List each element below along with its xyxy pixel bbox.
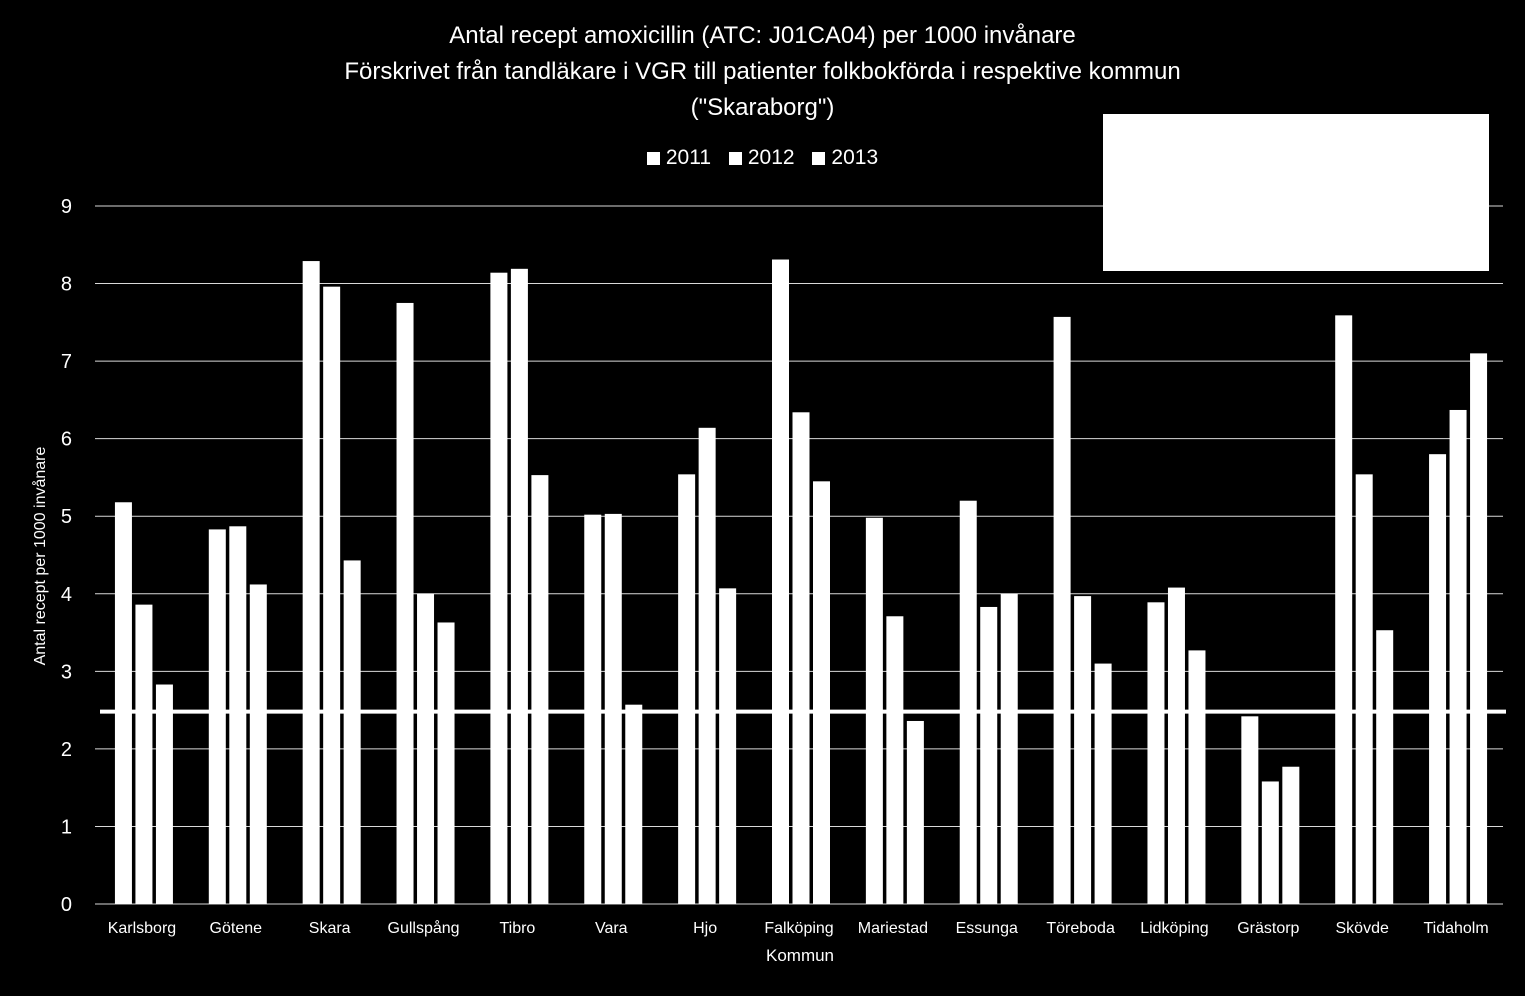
overlay-box: [1103, 114, 1489, 271]
bar-2012: [135, 604, 153, 904]
bar-2011: [1241, 716, 1259, 904]
x-tick-label: Tidaholm: [1423, 920, 1488, 937]
bar-2012: [980, 606, 998, 904]
bar-2012: [510, 268, 528, 904]
bar-2013: [1376, 630, 1394, 904]
chart-legend: 2011 2012 2013: [0, 146, 1525, 171]
x-tick-label: Gullspång: [388, 919, 460, 937]
bar-2011: [1147, 602, 1165, 904]
bar-2013: [1470, 353, 1488, 904]
bar-2013: [249, 584, 267, 904]
bar-2013: [906, 720, 924, 904]
bar-2013: [625, 704, 643, 904]
x-tick-label: Götene: [210, 920, 263, 937]
bar-2012: [229, 526, 247, 904]
bar-2011: [114, 502, 132, 904]
bar-2013: [343, 560, 361, 904]
chart-title-line-1: Antal recept amoxicillin (ATC: J01CA04) …: [449, 22, 1076, 49]
bar-2011: [584, 514, 602, 904]
bar-2013: [1188, 650, 1206, 904]
legend-item-2012: 2012: [728, 146, 795, 170]
bar-2013: [719, 588, 737, 904]
chart-title-line-3: ("Skaraborg"): [690, 94, 835, 121]
bar-2011: [396, 302, 414, 904]
x-tick-label: Mariestad: [858, 920, 928, 937]
x-tick-label: Hjo: [693, 920, 717, 937]
legend-swatch-2011: [646, 151, 660, 165]
x-tick-label: Tibro: [499, 920, 535, 937]
x-tick-label: Falköping: [764, 920, 833, 937]
bar-2012: [886, 616, 904, 904]
y-tick-label: 1: [61, 816, 72, 838]
legend-swatch-2012: [728, 151, 742, 165]
bar-2011: [302, 261, 320, 904]
legend-label-2012: 2012: [747, 146, 795, 169]
legend-item-2013: 2013: [812, 146, 878, 170]
x-tick-label: Karlsborg: [108, 920, 176, 937]
bar-2012: [1449, 409, 1467, 904]
bar-2013: [813, 481, 830, 904]
bar-2012: [417, 593, 435, 904]
bar-2011: [490, 272, 508, 905]
bar-2011: [1429, 454, 1447, 904]
bar-2013: [1282, 766, 1300, 904]
y-axis-label: Antal recept per 1000 invånare: [32, 446, 49, 666]
bar-2012: [604, 513, 622, 904]
bar-2013: [531, 475, 549, 904]
bar-2011: [959, 500, 977, 904]
bar-2011: [208, 529, 226, 904]
bar-2012: [1167, 587, 1185, 904]
x-tick-label: Lidköping: [1140, 920, 1209, 937]
bar-2011: [1053, 316, 1071, 905]
legend-label-2011: 2011: [665, 146, 712, 169]
bar-2012: [1074, 596, 1092, 904]
x-tick-label: Grästorp: [1237, 920, 1299, 937]
bar-2013: [1000, 593, 1018, 904]
y-tick-label: 5: [61, 506, 72, 528]
bar-2012: [792, 412, 810, 904]
y-tick-label: 9: [61, 196, 72, 218]
bar-2013: [437, 622, 455, 904]
bar-2011: [1335, 315, 1353, 904]
bar-2011: [772, 259, 789, 905]
legend-label-2013: 2013: [831, 146, 879, 169]
x-tick-label: Skara: [309, 920, 351, 937]
y-tick-label: 7: [61, 351, 72, 373]
x-tick-label: Töreboda: [1046, 920, 1115, 937]
x-tick-label: Essunga: [956, 920, 1018, 937]
y-tick-label: 4: [61, 584, 72, 606]
y-tick-label: 2: [61, 739, 72, 761]
legend-swatch-2013: [812, 151, 826, 165]
y-tick-label: 3: [61, 661, 72, 683]
x-axis-label: Kommun: [765, 946, 835, 965]
legend-item-2011: 2011: [646, 146, 712, 170]
y-tick-label: 6: [61, 429, 72, 451]
bar-2011: [678, 474, 696, 904]
bar-2013: [1094, 663, 1112, 904]
y-tick-label: 8: [61, 274, 72, 296]
bar-2012: [1261, 781, 1279, 904]
y-tick-label: 0: [61, 894, 72, 916]
bar-2013: [155, 684, 173, 904]
bar-2012: [698, 427, 716, 904]
bar-2012: [323, 286, 341, 904]
bar-2012: [1355, 474, 1373, 904]
x-tick-label: Vara: [595, 920, 628, 937]
x-tick-label: Skövde: [1336, 920, 1389, 937]
chart-title-line-2: Förskrivet från tandläkare i VGR till pa…: [344, 58, 1181, 85]
